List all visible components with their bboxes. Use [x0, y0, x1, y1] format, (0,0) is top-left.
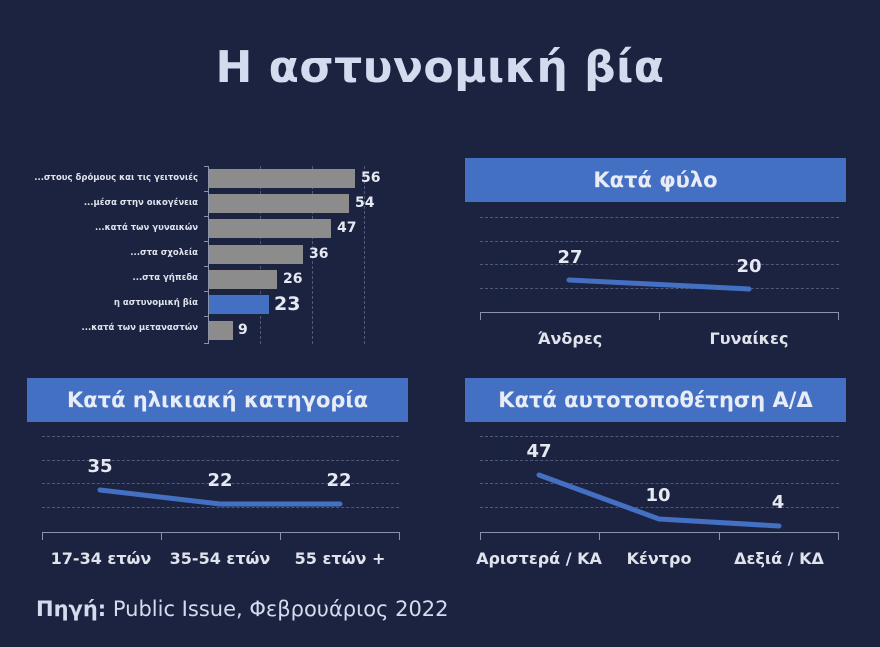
- x-label: 17-34 ετών: [50, 549, 152, 568]
- panel-header: Κατά αυτοτοποθέτηση Α/Δ: [465, 378, 846, 422]
- bar: [209, 194, 349, 213]
- bar-label: ...μέσα στην οικογένεια: [83, 198, 198, 208]
- gridline: [480, 507, 839, 508]
- gridline: [480, 288, 839, 289]
- x-axis: [480, 532, 839, 533]
- panel-header: Κατά ηλικιακή κατηγορία: [27, 378, 408, 422]
- bar: [209, 270, 277, 289]
- source-note: Πηγή: Public Issue, Φεβρουάριος 2022: [36, 597, 449, 621]
- axis-tick: [204, 343, 208, 344]
- x-label: Γυναίκες: [709, 329, 789, 348]
- axis-tick: [204, 291, 208, 292]
- x-label: Αριστερά / ΚΑ: [476, 549, 602, 568]
- axis-tick: [204, 266, 208, 267]
- gridline: [480, 217, 839, 218]
- x-label: Άνδρες: [537, 329, 603, 348]
- bar: [209, 321, 233, 340]
- bar-label: ...στα σχολεία: [130, 248, 198, 258]
- panel-header: Κατά φύλο: [465, 158, 846, 202]
- axis-tick: [204, 216, 208, 217]
- gridline: [480, 241, 839, 242]
- gridline: [42, 436, 399, 437]
- bar-label: η αστυνομική βία: [113, 298, 198, 308]
- point-value: 27: [557, 247, 583, 268]
- point-value: 47: [526, 441, 552, 462]
- bar-chart: ...στους δρόμους και τις γειτονιές 56 ..…: [0, 0, 440, 360]
- bar-label: ...κατά των μεταναστών: [81, 323, 198, 333]
- x-label: 55 ετών +: [294, 549, 386, 568]
- age-line: [97, 487, 343, 507]
- bar-label: ...στους δρόμους και τις γειτονιές: [34, 173, 198, 183]
- point-value: 10: [645, 485, 671, 506]
- x-label: Κέντρο: [626, 549, 692, 568]
- axis-tick: [659, 312, 660, 320]
- bar-value: 47: [337, 220, 357, 236]
- bar: [209, 219, 331, 238]
- gridline: [42, 460, 399, 461]
- axis-tick: [399, 532, 400, 540]
- bar-value: 23: [274, 293, 301, 315]
- gridline: [42, 483, 399, 484]
- point-value: 20: [736, 256, 762, 277]
- axis-tick: [480, 532, 481, 540]
- bar-value: 36: [309, 246, 329, 262]
- gridline: [312, 166, 313, 344]
- axis-tick: [204, 166, 208, 167]
- source-label: Πηγή:: [36, 597, 107, 621]
- bar: [209, 169, 355, 188]
- x-axis: [42, 532, 400, 533]
- x-label: Δεξιά / ΚΔ: [734, 549, 824, 568]
- axis-tick: [838, 312, 839, 320]
- axis-tick: [838, 532, 839, 540]
- bar: [209, 245, 303, 264]
- gridline: [480, 483, 839, 484]
- point-value: 4: [771, 492, 785, 513]
- gridline: [480, 264, 839, 265]
- bar-highlighted: [209, 295, 269, 314]
- axis-tick: [42, 532, 43, 540]
- gridline: [480, 460, 839, 461]
- axis-tick: [161, 532, 162, 540]
- axis-tick: [204, 316, 208, 317]
- page-title: Η αστυνομική βία: [215, 42, 665, 93]
- point-value: 35: [87, 456, 113, 477]
- category-axis: [208, 166, 209, 344]
- bar-label: ...στα γήπεδα: [132, 273, 198, 283]
- axis-tick: [204, 241, 208, 242]
- bar-label: ...κατά των γυναικών: [94, 223, 198, 233]
- gridline: [42, 507, 399, 508]
- axis-tick: [280, 532, 281, 540]
- axis-tick: [599, 532, 600, 540]
- bar-value: 56: [361, 170, 381, 186]
- axis-tick: [719, 532, 720, 540]
- source-text: Public Issue, Φεβρουάριος 2022: [106, 597, 449, 621]
- x-label: 35-54 ετών: [169, 549, 271, 568]
- axis-tick: [204, 191, 208, 192]
- gridline: [480, 436, 839, 437]
- point-value: 22: [207, 470, 233, 491]
- gridline: [364, 166, 365, 344]
- point-value: 22: [326, 470, 352, 491]
- bar-value: 9: [238, 322, 248, 338]
- axis-tick: [480, 312, 481, 320]
- bar-value: 54: [355, 195, 375, 211]
- bar-value: 26: [283, 271, 303, 287]
